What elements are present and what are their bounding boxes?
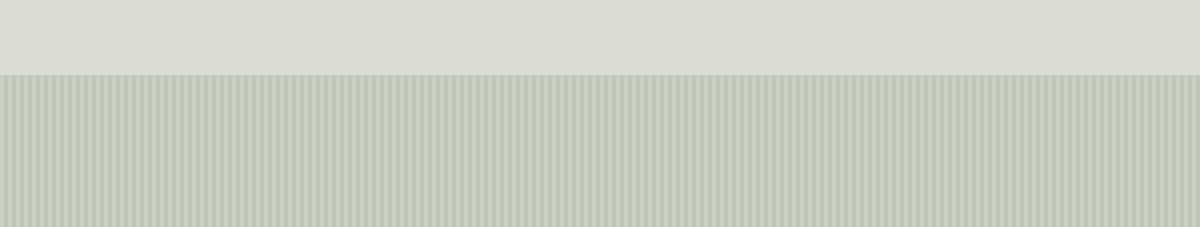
Text: (a)   Number: (a) Number xyxy=(26,50,142,68)
Text: A double-convex lens is to be made of a transparent material with an index of re: A double-convex lens is to be made of a … xyxy=(12,7,1193,25)
FancyBboxPatch shape xyxy=(464,58,706,105)
Text: (b)   Number: (b) Number xyxy=(26,141,142,159)
FancyBboxPatch shape xyxy=(192,59,402,104)
FancyBboxPatch shape xyxy=(0,0,1200,86)
Text: Units: Units xyxy=(426,141,472,159)
FancyBboxPatch shape xyxy=(166,59,192,104)
FancyBboxPatch shape xyxy=(464,149,706,196)
Text: i: i xyxy=(176,75,181,88)
Text: i: i xyxy=(176,166,181,179)
FancyBboxPatch shape xyxy=(166,150,192,195)
Text: Units: Units xyxy=(426,50,472,68)
Text: of curvature of the other and the focal length is to be 54 mm. What is the magni: of curvature of the other and the focal … xyxy=(12,50,1105,68)
FancyBboxPatch shape xyxy=(192,150,402,195)
